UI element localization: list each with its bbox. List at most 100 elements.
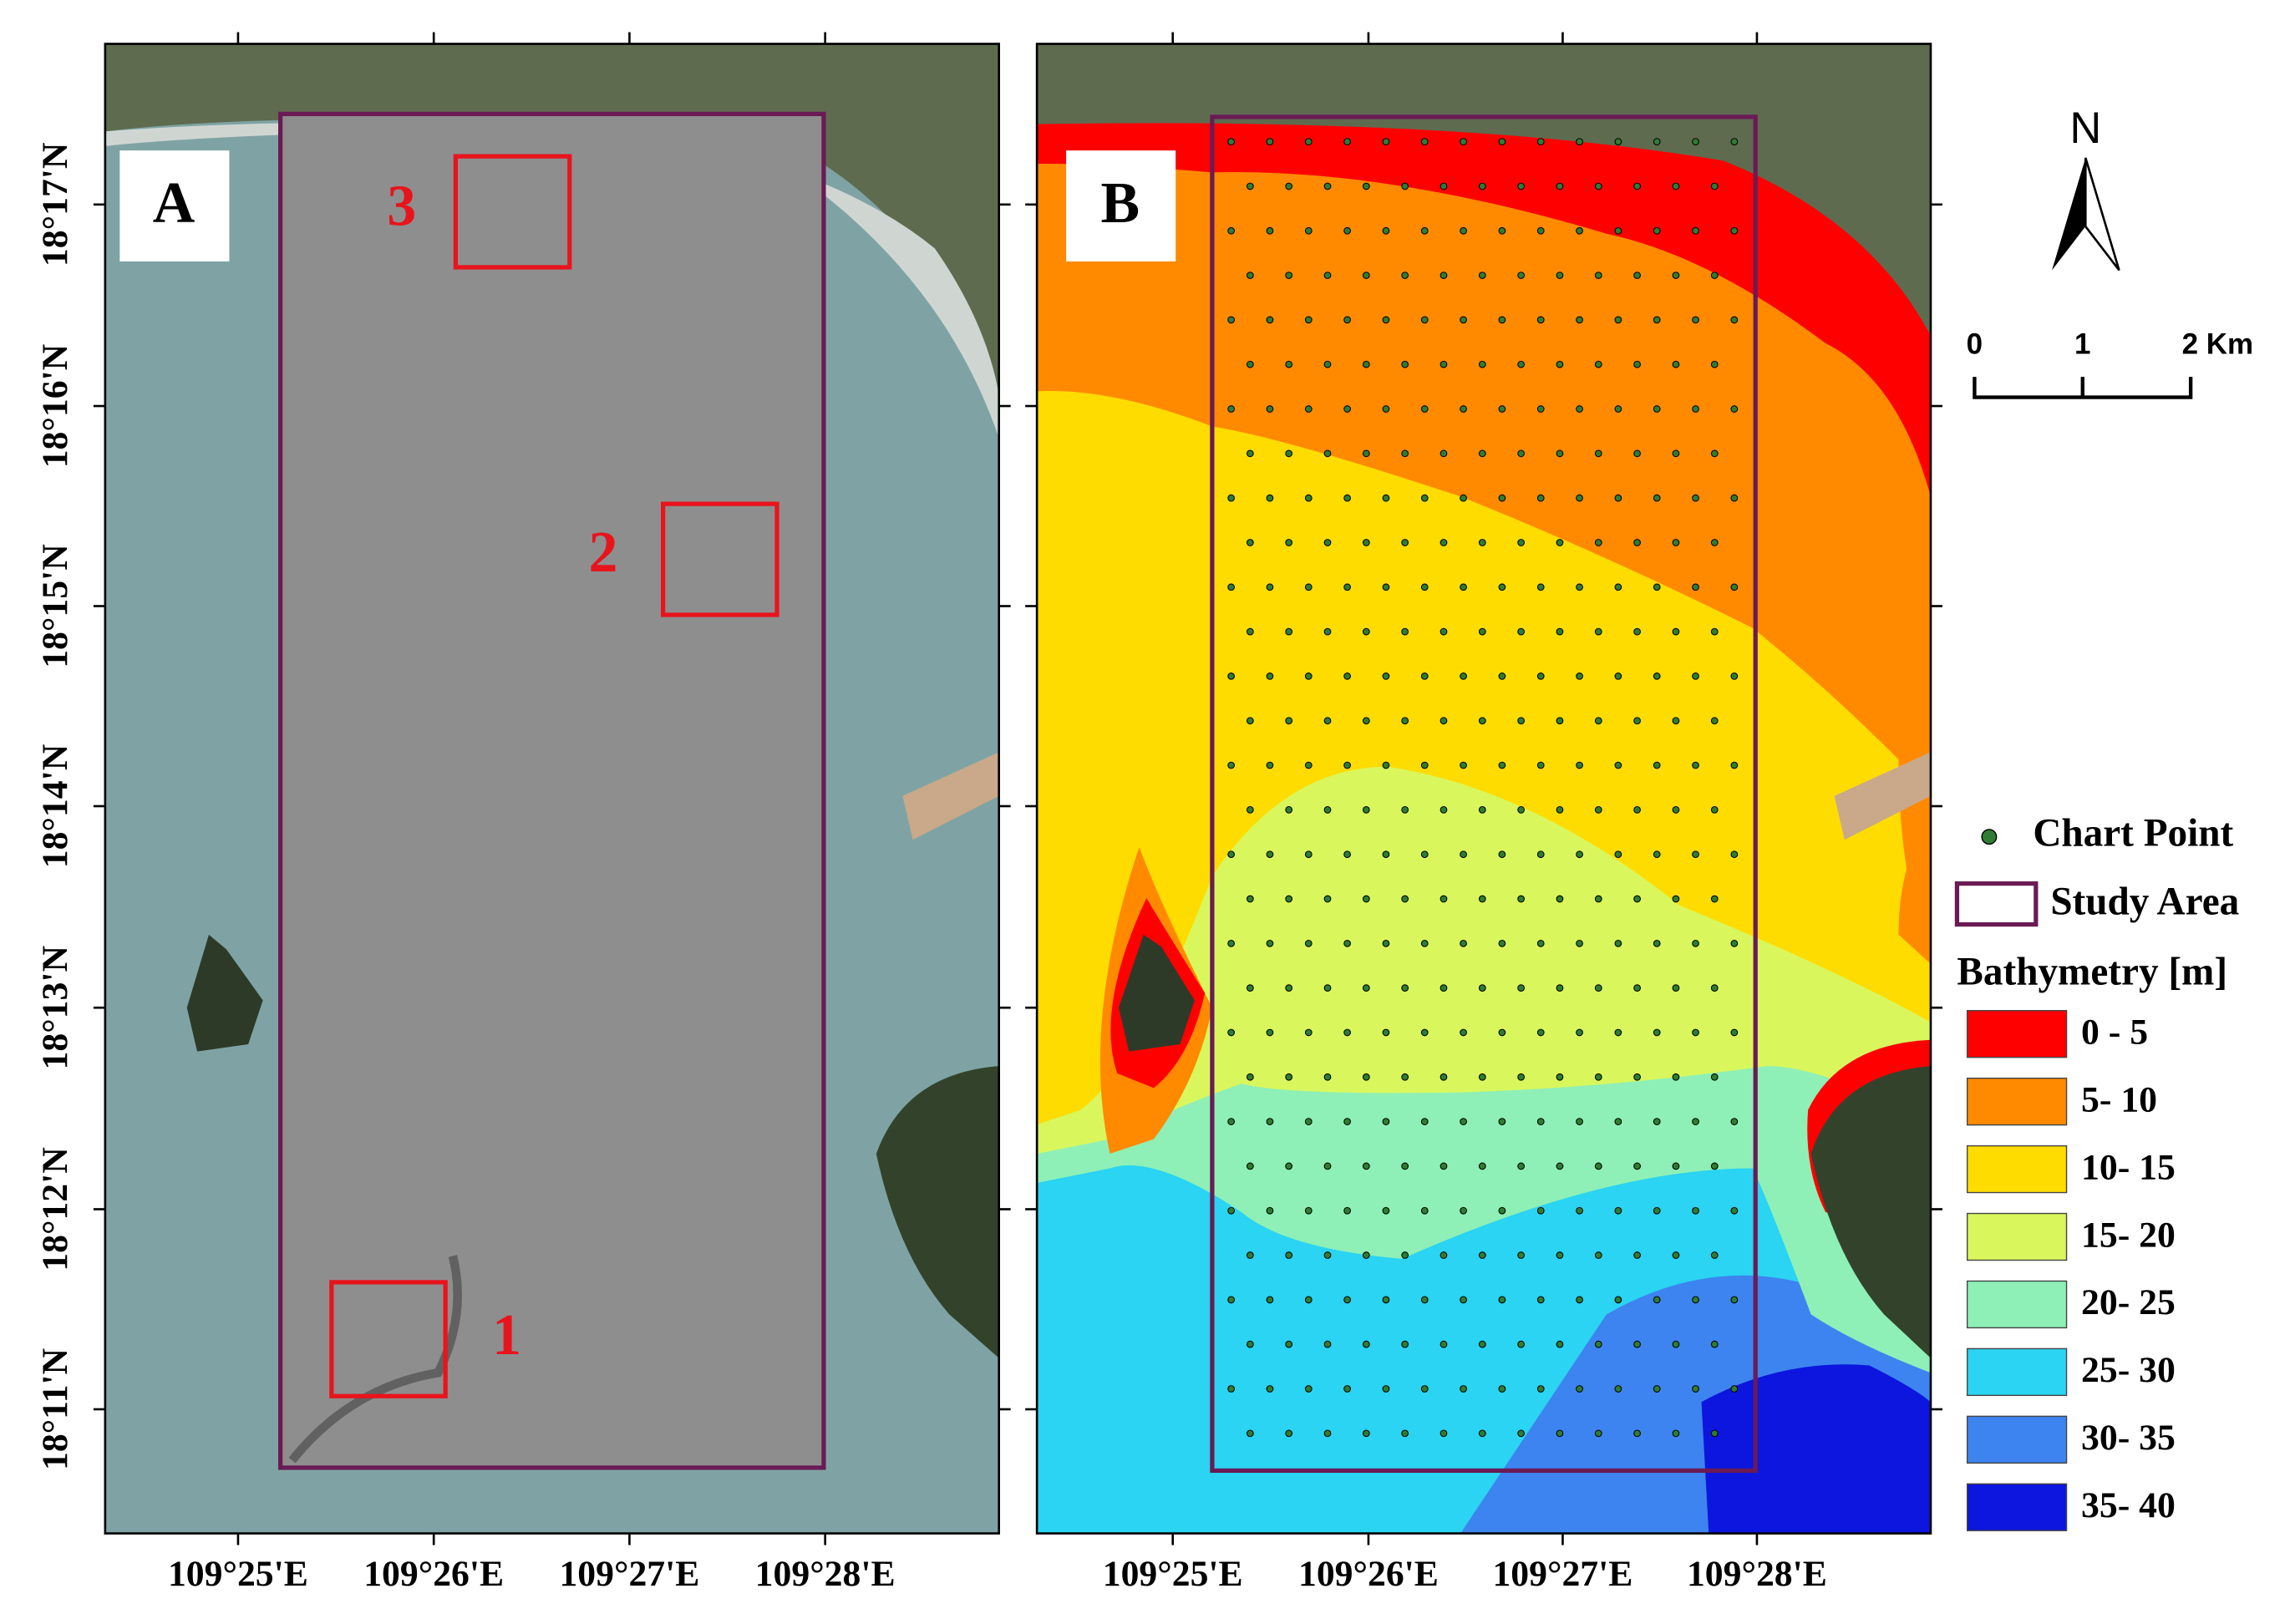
chart-point [1362,895,1370,903]
chart-point [1633,627,1641,636]
chart-point [1478,1340,1486,1348]
chart-point [1576,939,1583,947]
chart-point [1556,1340,1564,1348]
chart-point [1460,405,1467,413]
sandbar [1834,752,1931,840]
chart-point [1401,539,1409,546]
chart-point [1382,583,1390,591]
chart-point [1343,1385,1351,1393]
depth-zone [1037,43,1931,964]
chart-point [1460,1118,1467,1125]
chart-point [1730,939,1739,947]
chart-point [1594,1340,1602,1348]
chart-point [1594,717,1602,725]
chart-point [1440,1251,1448,1259]
chart-point [1556,1073,1564,1081]
chart-point [1246,182,1254,190]
panel-frame [1035,43,1932,1535]
chart-point [1323,1162,1332,1170]
chart-point [1517,1251,1526,1259]
chart-point [1478,1251,1486,1259]
chart-point [1730,850,1739,859]
chart-point [1382,316,1390,324]
chart-point [1498,316,1506,324]
chart-point [1672,182,1680,190]
chart-point [1556,360,1564,368]
chart-point [1440,1073,1448,1081]
panel-label: A [153,171,195,236]
chart-point [1343,1118,1351,1125]
chart-point [1227,1296,1236,1304]
chart-point [1246,984,1254,992]
chart-point [1692,672,1699,680]
legend-label: 10- 15 [2081,1147,2176,1187]
chart-point [1362,539,1370,546]
chart-point [1653,405,1661,413]
chart-point [1692,939,1699,947]
chart-point [1517,1340,1526,1348]
chart-point [1401,360,1409,368]
chart-point [1285,1162,1293,1170]
chart-point [1478,984,1486,992]
chart-point [1362,1251,1370,1259]
chart-point [1672,1251,1680,1259]
chart-point [1730,761,1739,769]
chart-point [1460,850,1467,859]
chart-point [1401,272,1409,279]
chart-point [1420,316,1429,324]
chart-point [1710,1251,1719,1259]
chart-point [1227,138,1236,145]
study-area [1210,114,1758,1474]
chart-point [1227,672,1236,680]
chart-point [1536,1206,1545,1215]
chart-point [1227,494,1236,502]
depth-zone [1701,1364,1931,1534]
chart-point [1246,272,1254,279]
chart-point [1382,405,1390,413]
sar-strip [280,114,824,1468]
chart-point [1362,1340,1370,1348]
chart-point [1672,1429,1680,1438]
chart-point [1653,138,1661,145]
chart-point [1460,939,1467,947]
chart-point [1285,1340,1293,1348]
chart-point [1382,1206,1390,1215]
chart-point [1710,1073,1719,1081]
chart-point [1536,1296,1545,1304]
chart-point [1594,984,1602,992]
chart-point [1498,672,1506,680]
chart-point [1285,272,1293,279]
chart-point [1576,1296,1583,1304]
chart-point [1285,360,1293,368]
chart-point [1304,1118,1313,1125]
chart-point [1266,1296,1274,1304]
chart-point [1730,1296,1739,1304]
panel-a-map [104,43,999,1534]
chart-point [1594,627,1602,636]
chart-point [1576,316,1583,324]
chart-point [1478,627,1486,636]
chart-point [1246,449,1254,458]
chart-point [1653,1385,1661,1393]
chart-point [1536,672,1545,680]
legend-label: 0 - 5 [2081,1012,2148,1052]
chart-point [1246,1429,1254,1438]
chart-point [1633,272,1641,279]
chart-point [1460,761,1467,769]
chart-point [1498,1028,1506,1037]
chart-point [1536,138,1545,145]
box [329,1280,448,1398]
box-label: 1 [492,1303,521,1368]
north-label: N [2069,104,2101,153]
legend-label: 15- 20 [2081,1215,2176,1255]
chart-point [1576,850,1583,859]
chart-point [1594,895,1602,903]
chart-point [1323,717,1332,725]
chart-point [1440,539,1448,546]
chart-point [1614,939,1622,947]
legend-label: 5- 10 [2081,1079,2157,1119]
chart-point [1323,1251,1332,1259]
chart-point [1710,806,1719,814]
chart-point [1362,806,1370,814]
